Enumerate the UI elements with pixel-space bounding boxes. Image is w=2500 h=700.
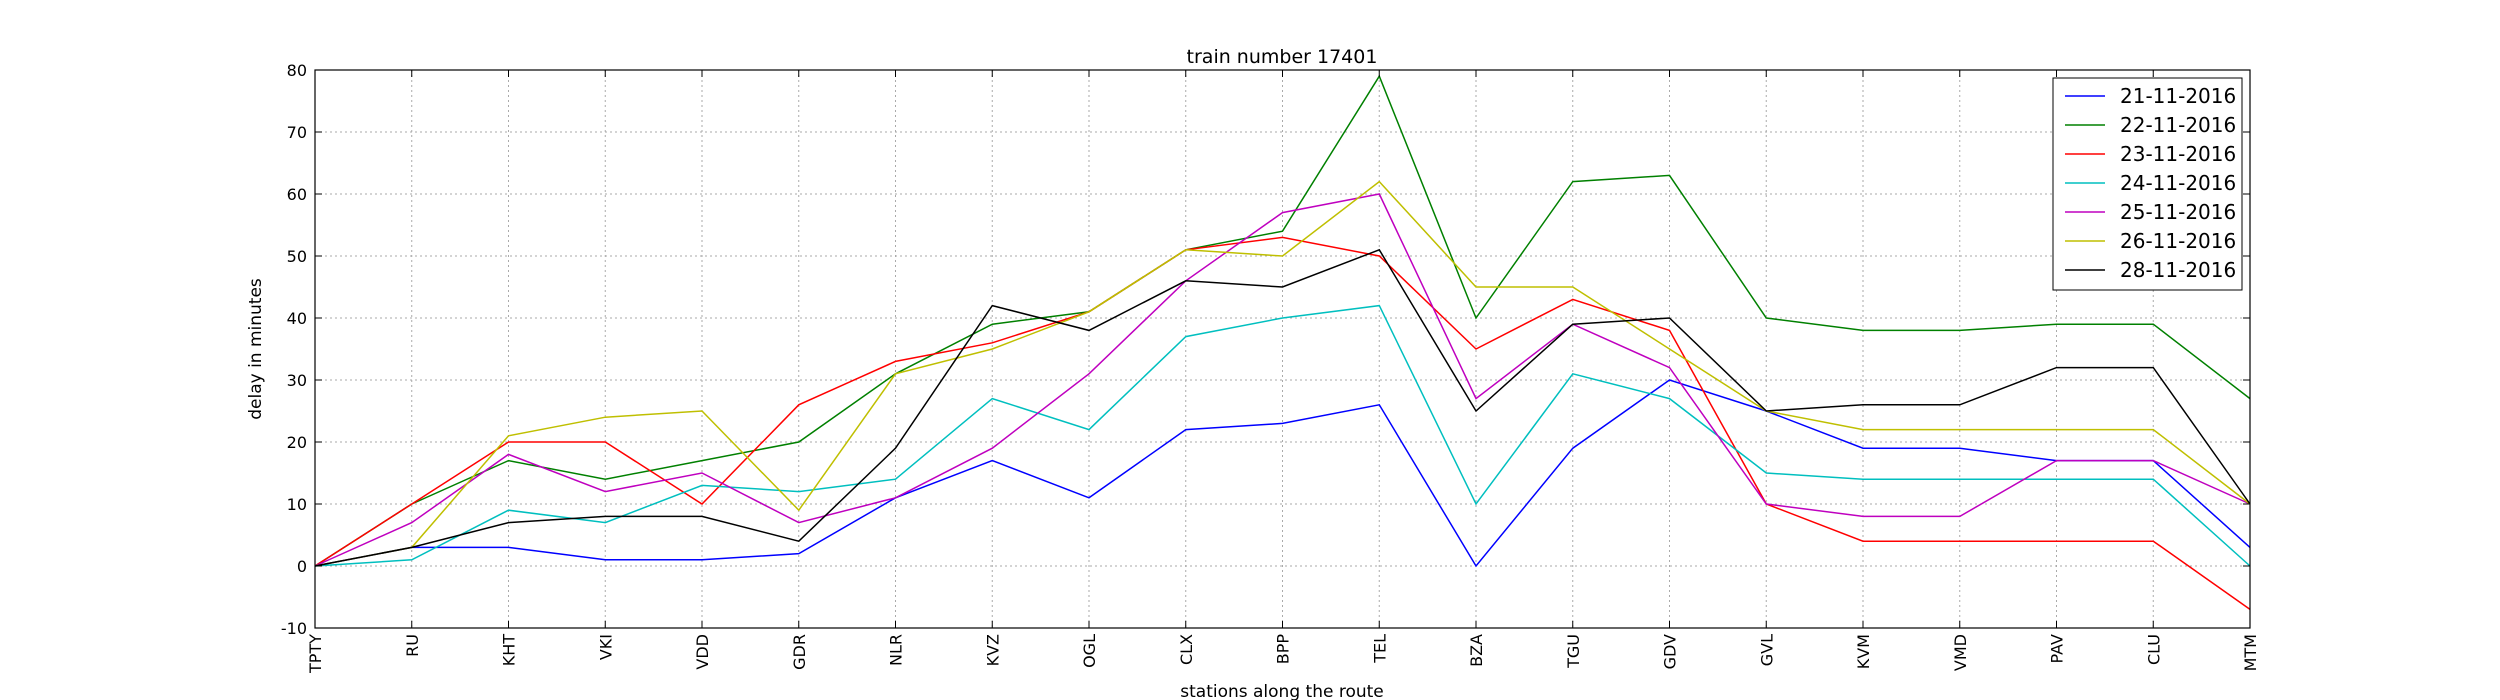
legend-label: 26-11-2016 — [2120, 229, 2236, 253]
x-tick-label: OGL — [1080, 634, 1099, 668]
x-tick-label: GDR — [790, 634, 809, 670]
series-line-25-11-2016 — [314, 193, 2251, 567]
y-tick-label: 40 — [287, 309, 307, 328]
y-tick-label: 20 — [287, 433, 307, 452]
series-line-28-11-2016 — [314, 248, 2251, 567]
x-tick-label: MTM — [2241, 634, 2260, 671]
y-tick-label: 50 — [287, 247, 307, 266]
legend-label: 21-11-2016 — [2120, 84, 2236, 108]
x-tick-label: GDV — [1661, 634, 1680, 669]
y-tick-label: 80 — [287, 61, 307, 80]
x-tick-label: TGU — [1564, 634, 1583, 669]
y-tick-label: 60 — [287, 185, 307, 204]
x-tick-label: KVM — [1854, 634, 1873, 669]
legend-label: 24-11-2016 — [2120, 171, 2236, 195]
plot-frame — [314, 69, 2251, 629]
legend-box — [2052, 77, 2243, 291]
legend: 21-11-2016 22-11-2016 23-11-2016 24-11-2016… — [2052, 77, 2243, 291]
y-tick-label: 30 — [287, 371, 307, 390]
x-axis-label: stations along the route — [1180, 682, 1384, 700]
x-tick-label: TPTY — [306, 634, 325, 674]
x-tick-label: GVL — [1757, 634, 1776, 666]
y-axis: -10 0 10 20 30 40 50 60 70 80 — [281, 61, 2250, 638]
x-axis: TPTY RU KHT VKI VDD GDR NLR KVZ OGL CLX BPP TEL BZA T… — [306, 70, 2260, 674]
y-tick-label: 0 — [297, 557, 307, 576]
legend-label: 22-11-2016 — [2120, 113, 2236, 137]
series-line-21-11-2016 — [314, 379, 2251, 568]
legend-label: 25-11-2016 — [2120, 200, 2236, 224]
x-tick-label: KVZ — [983, 634, 1002, 666]
x-tick-label: PAV — [2048, 634, 2067, 664]
x-tick-label: NLR — [887, 634, 906, 666]
series-line-24-11-2016 — [314, 304, 2251, 567]
y-tick-label: 70 — [287, 123, 307, 142]
legend-label: 28-11-2016 — [2120, 258, 2236, 282]
x-tick-label: VDD — [693, 634, 712, 670]
chart-title: train number 17401 — [1187, 46, 1378, 68]
x-tick-label: CLU — [2144, 634, 2163, 665]
x-tick-label: TEL — [1370, 634, 1389, 664]
x-tick-label: BZA — [1467, 634, 1486, 667]
series-line-22-11-2016 — [314, 74, 2251, 567]
x-tick-label: VKI — [596, 634, 615, 660]
y-tick-label: -10 — [281, 619, 307, 638]
grid — [314, 69, 2251, 629]
x-tick-label: KHT — [500, 634, 519, 667]
y-tick-label: 10 — [287, 495, 307, 514]
series-line-23-11-2016 — [314, 236, 2251, 611]
series-lines — [314, 74, 2251, 611]
x-tick-label: VMD — [1951, 634, 1970, 671]
x-tick-label: CLX — [1177, 634, 1196, 665]
legend-label: 23-11-2016 — [2120, 142, 2236, 166]
x-tick-label: RU — [403, 634, 422, 657]
x-tick-label: BPP — [1274, 634, 1293, 665]
series-line-26-11-2016 — [314, 180, 2251, 567]
y-axis-label: delay in minutes — [246, 278, 266, 420]
